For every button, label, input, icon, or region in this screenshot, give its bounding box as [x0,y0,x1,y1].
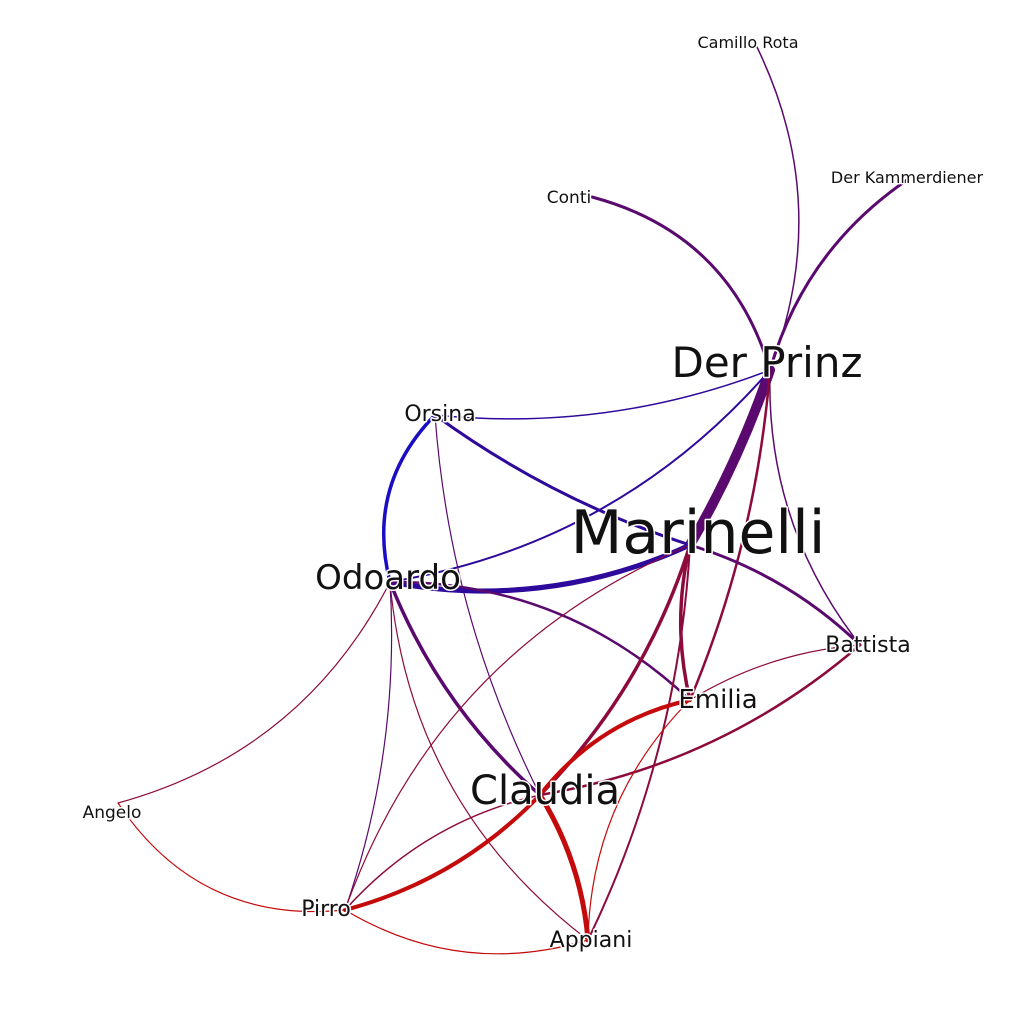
edge-pirro-appiani [344,909,589,955]
edge-claudia-pirro [344,794,541,911]
node-label-battista[interactable]: Battista [824,632,913,660]
edge-prinz-emilia [688,368,772,702]
node-label-marinelli[interactable]: Marinelli [569,497,827,570]
labels-layer: Marinelli Der Prinz Claudia Odoardo Orsi… [81,32,985,955]
node-label-prinz[interactable]: Der Prinz [670,337,864,389]
edge-emilia-battista [689,644,861,701]
edge-claudia-battista [538,643,862,797]
edge-odoardo-pirro [344,581,393,911]
edge-orsina-odoardo [382,413,437,584]
edge-marinelli-appiani [587,544,691,941]
edge-orsina-claudia [434,414,541,796]
edge-marinelli-emilia [679,543,692,702]
edge-prinz-battista [769,369,861,646]
edge-odoardo-emilia [388,580,692,702]
edge-odoardo-claudia [388,580,542,797]
node-label-odoardo[interactable]: Odoardo [314,557,463,600]
edge-prinz-kammerdiener [768,178,909,372]
node-label-pirro[interactable]: Pirro [300,896,353,924]
node-label-orsina[interactable]: Orsina [403,401,477,429]
node-label-camillo[interactable]: Camillo Rota [696,32,800,54]
edges-layer [117,42,909,955]
edge-claudia-pirro [343,793,542,912]
edge-prinz-orsina [434,369,771,420]
edge-odoardo-appiani [389,581,589,941]
edge-marinelli-battista [688,543,862,647]
edge-prinz-marinelli [685,365,775,550]
edge-claudia-emilia [538,698,692,797]
node-label-emilia[interactable]: Emilia [677,684,759,717]
edge-prinz-camillo [754,42,800,371]
edge-emilia-appiani [587,699,691,941]
node-label-angelo[interactable]: Angelo [81,802,143,825]
node-label-kammerdiener[interactable]: Der Kammerdiener [829,167,985,189]
node-label-conti[interactable]: Conti [545,187,592,210]
edge-orsina-marinelli [433,413,692,547]
edge-angelo-pirro [117,802,346,913]
edge-prinz-conti [590,195,772,372]
edge-odoardo-marinelli [388,543,692,592]
node-label-claudia[interactable]: Claudia [469,767,622,816]
node-label-appiani[interactable]: Appiani [548,927,634,955]
edge-marinelli-pirro [344,544,691,911]
edge-claudia-appiani [537,792,591,943]
edge-odoardo-angelo [117,581,391,804]
